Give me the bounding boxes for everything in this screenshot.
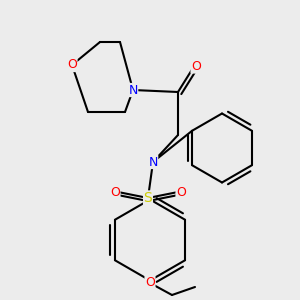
- Text: O: O: [110, 185, 120, 199]
- Text: O: O: [176, 185, 186, 199]
- Text: S: S: [144, 191, 152, 205]
- Text: O: O: [145, 277, 155, 290]
- Text: N: N: [128, 83, 138, 97]
- Text: O: O: [67, 58, 77, 71]
- Text: N: N: [148, 155, 158, 169]
- Text: O: O: [191, 60, 201, 73]
